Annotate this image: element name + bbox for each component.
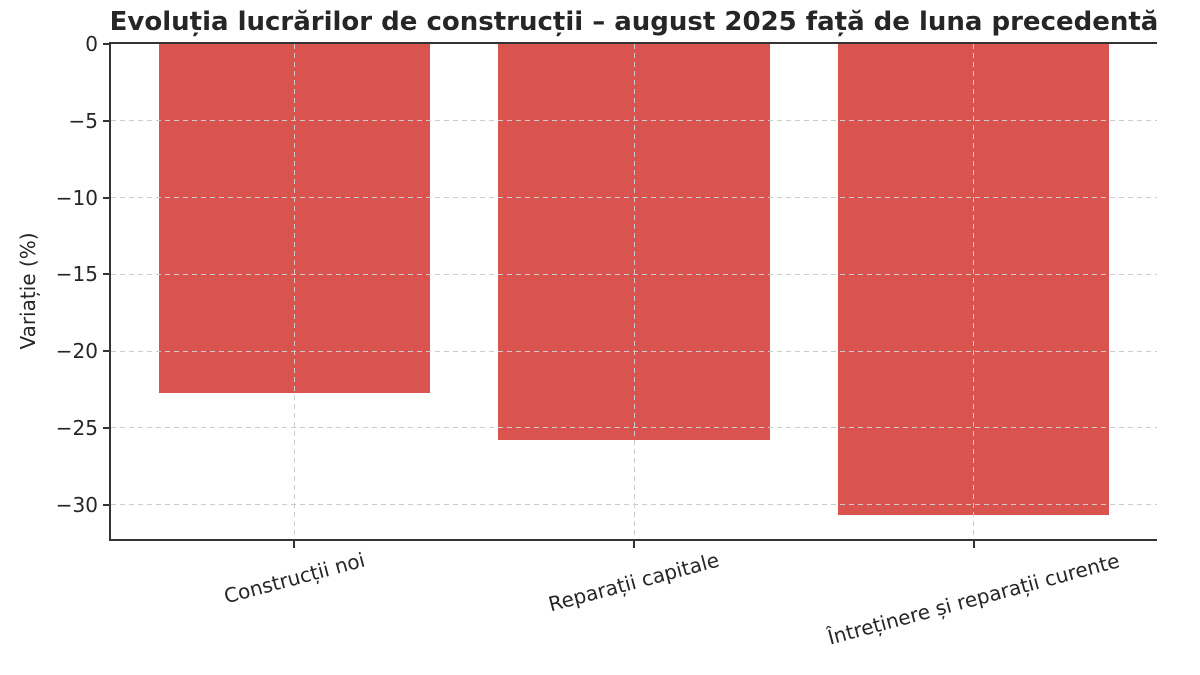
y-tick-label: −25 <box>55 415 98 440</box>
y-tick-mark <box>103 43 111 45</box>
x-tick-mark <box>972 541 975 548</box>
y-tick-mark <box>103 273 111 276</box>
y-tick-label: −20 <box>55 339 98 364</box>
y-tick-mark <box>103 426 111 429</box>
x-tick-mark <box>633 541 635 548</box>
y-tick-label: 0 <box>85 32 98 56</box>
y-tick-label: −30 <box>55 492 98 517</box>
y-tick-mark <box>103 196 111 199</box>
y-tick-label: −10 <box>55 185 98 210</box>
y-tick-label: −15 <box>55 262 98 287</box>
gridline-vertical <box>633 44 635 539</box>
y-axis-label: Variație (%) <box>16 232 40 350</box>
chart-title: Evoluția lucrărilor de construcții – aug… <box>109 7 1159 37</box>
x-tick-mark <box>293 541 296 548</box>
y-tick-label: −5 <box>68 108 98 133</box>
x-tick-label: Întreținere și reparații curente <box>825 547 1123 650</box>
plot-area <box>109 42 1157 541</box>
y-tick-mark <box>103 350 111 353</box>
y-tick-mark <box>103 119 111 122</box>
x-tick-label: Reparații capitale <box>545 548 722 617</box>
x-tick-label: Construcții noi <box>221 548 368 609</box>
gridline-vertical <box>973 44 975 539</box>
gridline-vertical <box>293 44 295 539</box>
y-tick-mark <box>103 503 111 506</box>
